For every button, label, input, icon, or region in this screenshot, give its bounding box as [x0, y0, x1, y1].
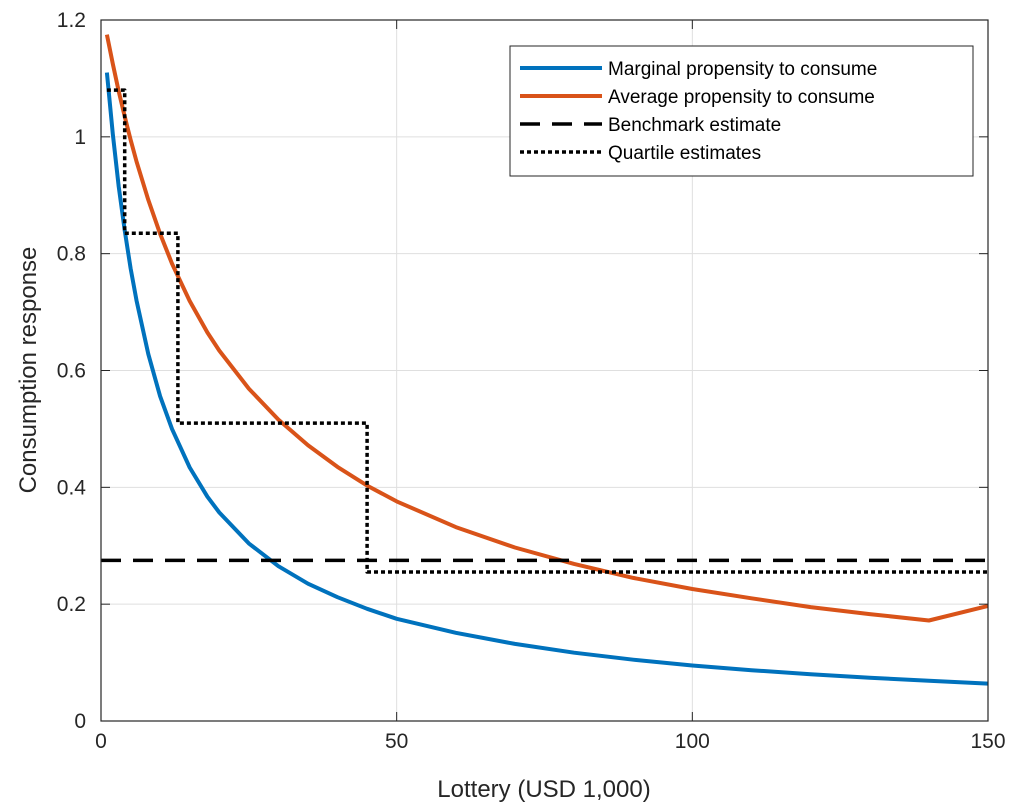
x-tick-label: 150 [970, 730, 1005, 753]
y-tick-label: 0.4 [57, 476, 87, 499]
y-tick-label: 0.8 [57, 243, 86, 266]
x-tick-label: 50 [385, 730, 408, 753]
x-tick-label: 100 [675, 730, 710, 753]
series-line-1 [104, 72, 989, 686]
x-tick-label: 0 [95, 730, 107, 753]
legend-label: Average propensity to consume [608, 87, 875, 108]
legend-label: Quartile estimates [608, 143, 761, 164]
series-layer [101, 34, 989, 686]
legend-label: Benchmark estimate [608, 115, 781, 136]
tick-labels: 0 50 100 150 0 0.2 0.4 0.6 0.8 1 1.2 [57, 9, 1006, 753]
y-tick-label: 0 [74, 710, 86, 733]
y-axis-title: Consumption response [15, 247, 42, 494]
y-tick-label: 1.2 [57, 9, 86, 32]
legend: Marginal propensity to consume Average pr… [509, 45, 974, 177]
y-tick-label: 0.6 [57, 360, 86, 383]
y-tick-label: 1 [74, 126, 86, 149]
series-line-2 [104, 34, 989, 623]
legend-label: Marginal propensity to consume [608, 59, 877, 80]
x-axis-title: Lottery (USD 1,000) [437, 776, 650, 803]
series-line-4 [106, 88, 988, 574]
ticks [100, 19, 989, 722]
y-tick-label: 0.2 [57, 593, 86, 616]
